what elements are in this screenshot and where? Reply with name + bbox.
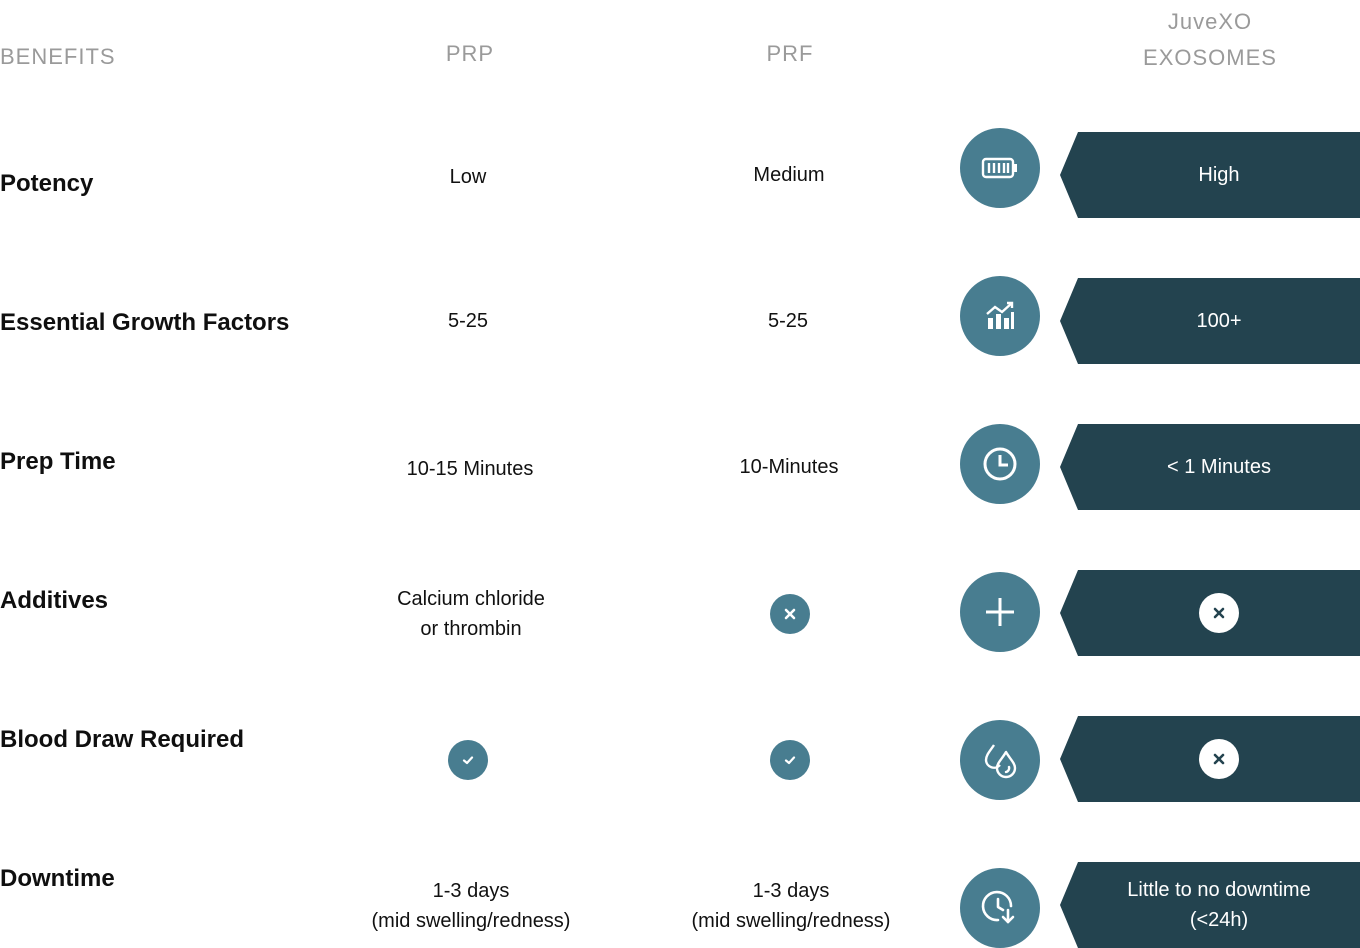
exo-growth-factors-value: 100+ bbox=[1196, 310, 1242, 332]
prf-growth-factors: 5-25 bbox=[767, 310, 809, 332]
exo-potency: High bbox=[1060, 132, 1360, 218]
row-label-prep-time: Prep Time bbox=[0, 448, 116, 475]
prp-additives-line1: Calcium chloride bbox=[397, 588, 545, 610]
row-label-potency: Potency bbox=[0, 170, 94, 197]
prf-prep-time: 10-Minutes bbox=[739, 456, 839, 478]
header-juvexo-exosomes: JuveXO EXOSOMES bbox=[1143, 4, 1277, 76]
header-prf: PRF bbox=[766, 41, 814, 66]
x-icon bbox=[770, 594, 810, 634]
x-icon bbox=[1199, 739, 1239, 779]
prp-downtime-line1: 1-3 days bbox=[432, 880, 510, 902]
prp-potency: Low bbox=[449, 166, 487, 188]
exo-growth-factors: 100+ bbox=[1060, 278, 1360, 364]
exo-potency-value: High bbox=[1198, 164, 1240, 186]
header-juvexo-line2: EXOSOMES bbox=[1143, 45, 1277, 70]
header-benefits: BENEFITS bbox=[0, 44, 116, 69]
exo-downtime-line1: Little to no downtime bbox=[1127, 879, 1311, 901]
header-juvexo-line1: JuveXO bbox=[1167, 9, 1253, 34]
clock-icon bbox=[960, 424, 1040, 504]
exo-downtime: Little to no downtime (<24h) bbox=[1060, 862, 1360, 948]
exo-prep-time-value: < 1 Minutes bbox=[1167, 456, 1271, 478]
row-label-downtime: Downtime bbox=[0, 865, 115, 892]
x-icon bbox=[1199, 593, 1239, 633]
check-icon bbox=[448, 740, 488, 780]
prp-prep-time: 10-15 Minutes bbox=[406, 458, 534, 480]
prp-additives: Calcium chloride or thrombin bbox=[397, 584, 545, 644]
prf-potency: Medium bbox=[753, 164, 825, 186]
check-icon bbox=[770, 740, 810, 780]
plus-icon bbox=[960, 572, 1040, 652]
exo-prep-time: < 1 Minutes bbox=[1060, 424, 1360, 510]
row-label-additives: Additives bbox=[0, 587, 109, 614]
row-label-growth-factors: Essential Growth Factors bbox=[0, 309, 290, 336]
prf-downtime-line1: 1-3 days bbox=[752, 880, 830, 902]
prp-downtime: 1-3 days (mid swelling/redness) bbox=[372, 876, 571, 936]
row-label-blood-draw: Blood Draw Required bbox=[0, 726, 245, 753]
header-prp: PRP bbox=[445, 41, 495, 66]
battery-icon bbox=[960, 128, 1040, 208]
exo-downtime-line2: (<24h) bbox=[1189, 909, 1249, 931]
prp-additives-line2: or thrombin bbox=[420, 618, 522, 640]
time-down-icon bbox=[960, 868, 1040, 948]
exo-additives bbox=[1060, 570, 1360, 656]
growth-chart-icon bbox=[960, 276, 1040, 356]
exo-blood-draw bbox=[1060, 716, 1360, 802]
prf-downtime-line2: (mid swelling/redness) bbox=[691, 910, 891, 932]
prp-downtime-line2: (mid swelling/redness) bbox=[371, 910, 571, 932]
prp-growth-factors: 5-25 bbox=[447, 310, 489, 332]
prf-downtime: 1-3 days (mid swelling/redness) bbox=[692, 876, 891, 936]
blood-drops-icon bbox=[960, 720, 1040, 800]
